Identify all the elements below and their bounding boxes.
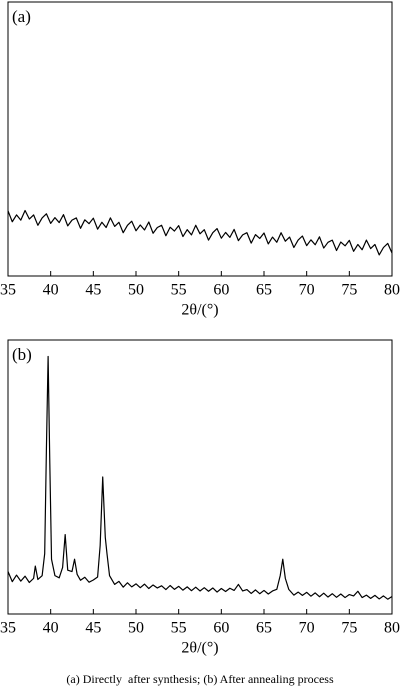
- x-tick-label: 50: [128, 620, 144, 637]
- x-tick-label: 60: [213, 620, 229, 637]
- x-tick-label: 55: [171, 620, 187, 637]
- panel-label: (b): [12, 345, 32, 364]
- x-tick-label: 50: [128, 282, 144, 299]
- x-tick-label: 75: [341, 282, 357, 299]
- plot-frame: [7, 1, 393, 277]
- x-tick-label: 65: [256, 282, 272, 299]
- x-tick-label: 55: [171, 282, 187, 299]
- xrd-line: [7, 355, 393, 600]
- x-tick-label: 65: [256, 620, 272, 637]
- plot-frame: [7, 339, 393, 615]
- x-tick-label: 40: [43, 282, 59, 299]
- caption: (a) Directly after synthesis; (b) After …: [66, 672, 334, 686]
- panel-label: (a): [12, 7, 31, 26]
- x-tick-label: 45: [85, 282, 101, 299]
- x-tick-label: 70: [299, 620, 315, 637]
- x-tick-label: 60: [213, 282, 229, 299]
- xrd-line: [7, 209, 393, 256]
- x-tick-label: 35: [0, 282, 16, 299]
- x-tick-label: 80: [384, 282, 400, 299]
- x-tick-label: 75: [341, 620, 357, 637]
- x-axis-label: 2θ/(°): [181, 640, 218, 657]
- x-axis-label: 2θ/(°): [181, 302, 218, 319]
- x-tick-label: 40: [43, 620, 59, 637]
- x-tick-label: 35: [0, 620, 16, 637]
- x-tick-label: 80: [384, 620, 400, 637]
- x-tick-label: 45: [85, 620, 101, 637]
- x-tick-label: 70: [299, 282, 315, 299]
